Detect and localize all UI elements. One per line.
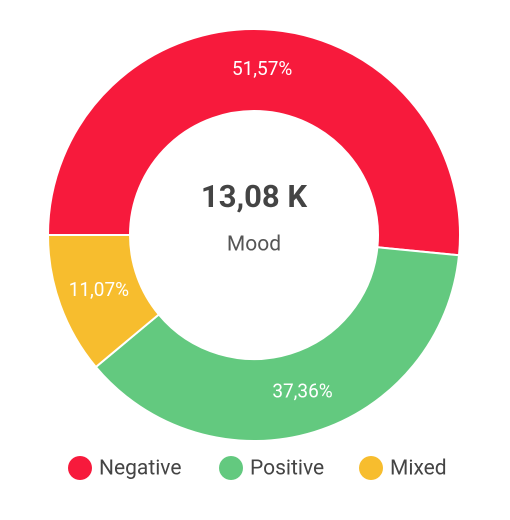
legend-label: Positive xyxy=(250,457,324,481)
legend-marker xyxy=(68,456,92,480)
legend-marker xyxy=(359,456,383,480)
data-label: 37,36% xyxy=(272,380,332,403)
center-value: 13,08 K xyxy=(201,178,307,215)
legend-marker xyxy=(219,456,243,480)
donut-slice xyxy=(94,246,461,442)
legend-label: Mixed xyxy=(390,457,447,481)
data-label: 11,07% xyxy=(69,278,129,301)
donut-slice xyxy=(46,234,161,369)
data-label: 51,57% xyxy=(232,57,292,80)
center-label: Mood xyxy=(227,233,281,257)
legend-label: Negative xyxy=(99,457,181,481)
donut-slice xyxy=(46,28,461,257)
